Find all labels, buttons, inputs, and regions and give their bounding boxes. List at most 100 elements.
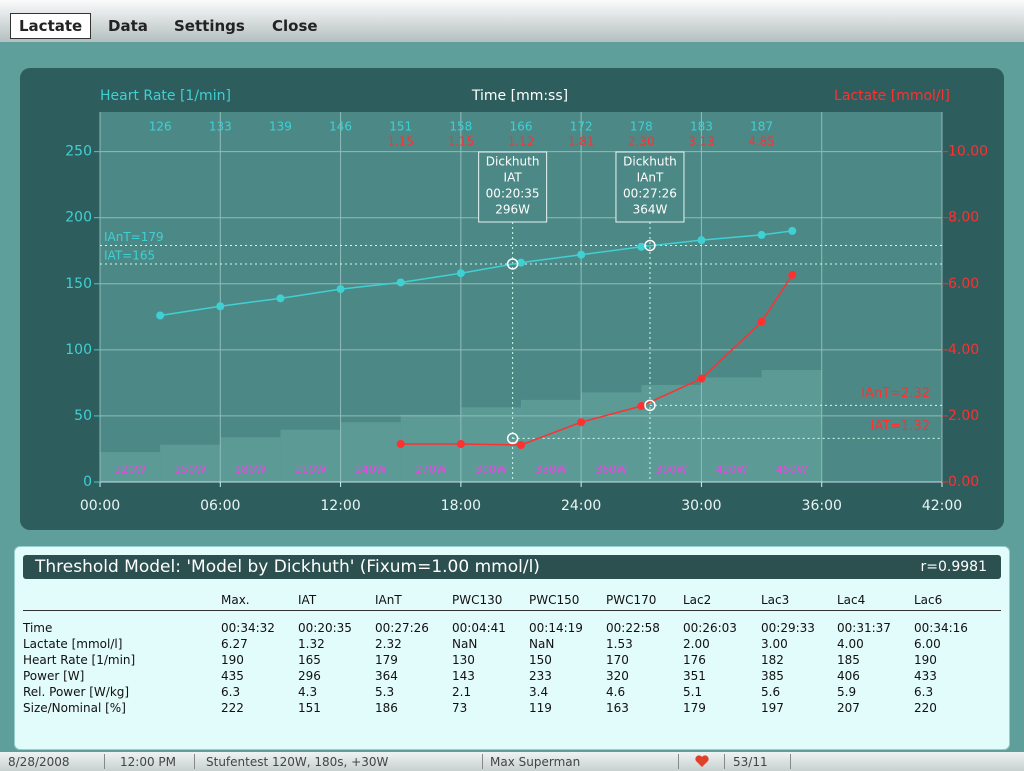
hr-data-label: 126 bbox=[149, 120, 172, 134]
power-bar bbox=[581, 392, 642, 482]
hr-data-label: 158 bbox=[449, 120, 472, 134]
y-tick-label: 250 bbox=[65, 144, 92, 160]
power-label: 450W bbox=[776, 463, 808, 476]
y-tick-label: 100 bbox=[65, 342, 92, 358]
table-cell: 5.6 bbox=[761, 685, 781, 699]
table-cell: 2.32 bbox=[375, 637, 402, 651]
column-header: PWC170 bbox=[606, 593, 657, 607]
threshold-time: 00:27:26 bbox=[623, 187, 677, 201]
table-cell: 151 bbox=[298, 701, 321, 715]
table-cell: 165 bbox=[298, 653, 321, 667]
hr-data-label: 151 bbox=[389, 120, 412, 134]
column-header: Lac6 bbox=[914, 593, 943, 607]
table-cell: 176 bbox=[683, 653, 706, 667]
data-point bbox=[156, 311, 165, 320]
column-header: Lac4 bbox=[837, 593, 866, 607]
power-label: 150W bbox=[174, 463, 206, 476]
y-tick-label: 150 bbox=[65, 276, 92, 292]
power-label: 420W bbox=[716, 463, 748, 476]
y-tick-label: 0 bbox=[83, 474, 92, 490]
data-point bbox=[697, 236, 706, 245]
lactate-data-label: 1.12 bbox=[508, 135, 535, 149]
data-point bbox=[697, 374, 706, 383]
table-cell: 190 bbox=[221, 653, 244, 667]
table-cell: 222 bbox=[221, 701, 244, 715]
menu-item[interactable]: Lactate bbox=[10, 13, 92, 39]
chart: 120W 150W 180W 210W 240W 270W 300W 330W 360W 390W… bbox=[20, 68, 1004, 530]
table-cell: 185 bbox=[837, 653, 860, 667]
hr-threshold-label: IAnT=179 bbox=[104, 230, 164, 244]
table-cell: 406 bbox=[837, 669, 860, 683]
table-cell: 186 bbox=[375, 701, 398, 715]
table-cell: 00:34:32 bbox=[221, 621, 275, 635]
data-point bbox=[577, 250, 586, 259]
data-point bbox=[456, 269, 465, 278]
table-cell: 119 bbox=[529, 701, 552, 715]
table-cell: NaN bbox=[529, 637, 555, 651]
y2-tick-label: 0.00 bbox=[948, 474, 979, 490]
row-label: Rel. Power [W/kg] bbox=[23, 685, 130, 699]
power-bar bbox=[701, 377, 762, 482]
table-cell: 364 bbox=[375, 669, 398, 683]
table-cell: 182 bbox=[761, 653, 784, 667]
hr-data-label: 146 bbox=[329, 120, 352, 134]
series-line bbox=[160, 230, 793, 317]
series-line bbox=[400, 274, 793, 446]
table-cell: 6.27 bbox=[221, 637, 248, 651]
threshold-header: Threshold Model: 'Model by Dickhuth' (Fi… bbox=[23, 555, 1001, 579]
threshold-box bbox=[478, 151, 548, 223]
threshold-time: 00:20:35 bbox=[486, 187, 540, 201]
menu-item[interactable]: Data bbox=[108, 17, 148, 35]
table-cell: 4.00 bbox=[837, 637, 864, 651]
hr-data-label: 133 bbox=[209, 120, 232, 134]
column-header: Lac2 bbox=[683, 593, 712, 607]
table-cell: 00:22:58 bbox=[606, 621, 660, 635]
status-separator bbox=[104, 754, 105, 769]
power-bar bbox=[340, 422, 401, 482]
lactate-data-label: 3.13 bbox=[688, 135, 715, 149]
status-separator bbox=[482, 754, 483, 769]
table-cell: 179 bbox=[375, 653, 398, 667]
power-label: 300W bbox=[475, 463, 507, 476]
table-cell: 170 bbox=[606, 653, 629, 667]
table-cell: 4.6 bbox=[606, 685, 626, 699]
hr-data-label: 172 bbox=[570, 120, 593, 134]
y-axis-title: Heart Rate [1/min] bbox=[100, 88, 231, 104]
table-cell: 296 bbox=[298, 669, 321, 683]
hr-data-label: 139 bbox=[269, 120, 292, 134]
lactate-data-label: 1.15 bbox=[447, 135, 474, 149]
threshold-name: IAnT bbox=[637, 171, 664, 185]
status-field: 12:00 PM bbox=[120, 755, 176, 769]
x-axis-title: Time [mm:ss] bbox=[471, 88, 568, 104]
y-tick-label: 50 bbox=[74, 408, 92, 424]
lactate-threshold-label: IAnT=2.32 bbox=[861, 386, 930, 401]
table-cell: 4.3 bbox=[298, 685, 318, 699]
status-separator bbox=[194, 754, 195, 769]
power-label: 270W bbox=[415, 463, 447, 476]
power-label: 240W bbox=[355, 463, 387, 476]
table-cell: 179 bbox=[683, 701, 706, 715]
menu-item[interactable]: Close bbox=[272, 17, 318, 35]
table-cell: 6.3 bbox=[221, 685, 241, 699]
table-cell: 220 bbox=[914, 701, 937, 715]
y2-tick-label: 2.00 bbox=[948, 408, 979, 424]
table-cell: 1.53 bbox=[606, 637, 633, 651]
table-cell: 5.1 bbox=[683, 685, 703, 699]
column-header: Lac3 bbox=[761, 593, 790, 607]
power-label: 360W bbox=[595, 463, 627, 476]
table-cell: NaN bbox=[452, 637, 478, 651]
status-field: 53/11 bbox=[733, 755, 768, 769]
data-point bbox=[757, 317, 766, 326]
lactate-data-label: 1.15 bbox=[387, 135, 414, 149]
menu-item[interactable]: Settings bbox=[174, 17, 245, 35]
status-field: Max Superman bbox=[490, 755, 581, 769]
lactate-data-label: 2.30 bbox=[628, 135, 655, 149]
table-cell: 351 bbox=[683, 669, 706, 683]
data-point bbox=[336, 285, 345, 294]
table-cell: 00:29:33 bbox=[761, 621, 815, 635]
y2-tick-label: 6.00 bbox=[948, 276, 979, 292]
column-header: PWC150 bbox=[529, 593, 580, 607]
power-bar bbox=[160, 444, 221, 482]
status-bar: 8/28/2008 12:00 PM Stufentest 120W, 180s, … bbox=[0, 752, 1024, 771]
